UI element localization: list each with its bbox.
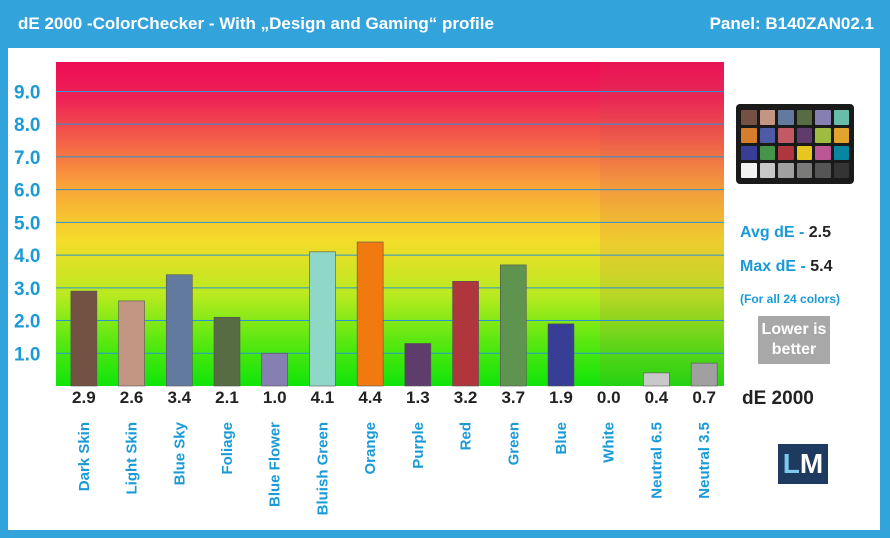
checker-swatch (796, 127, 812, 143)
value-label: 4.1 (311, 388, 335, 407)
y-tick-label: 1.0 (14, 344, 40, 365)
category-label: Red (458, 422, 475, 450)
value-label: 2.9 (72, 388, 96, 407)
category-label: Bluish Green (314, 422, 331, 515)
y-tick-label: 3.0 (14, 279, 40, 300)
category-label: Purple (410, 422, 427, 469)
avg-de: Avg dE - 2.5 (740, 224, 831, 241)
bar (547, 323, 575, 387)
checker-swatch (741, 127, 757, 143)
bar (118, 300, 145, 387)
colors-note: (For all 24 colors) (740, 292, 841, 306)
bar (356, 241, 384, 387)
category-label: Neutral 3.5 (696, 422, 713, 499)
bar (499, 264, 527, 387)
category-label: Blue (553, 422, 570, 455)
checker-swatch (778, 127, 794, 143)
bar (213, 316, 241, 387)
bar (643, 372, 670, 387)
value-label: 2.6 (120, 388, 144, 407)
value-label: 2.1 (215, 388, 239, 407)
max-de: Max dE - 5.4 (740, 258, 833, 275)
y-tick-label: 5.0 (14, 213, 40, 234)
y-tick-label: 6.0 (14, 181, 40, 202)
panel-label: Panel: B140ZAN02.1 (709, 14, 874, 33)
laptopmedia-logo: LM (778, 444, 828, 484)
bar (70, 290, 98, 387)
value-label: 1.0 (263, 388, 287, 407)
checker-swatch (759, 145, 775, 161)
value-label: 0.7 (692, 388, 716, 407)
value-label: 0.0 (597, 388, 621, 407)
checker-swatch (796, 163, 812, 178)
y-tick-label: 8.0 (14, 115, 40, 136)
y-tick-label: 2.0 (14, 312, 40, 333)
neutral-region (599, 62, 724, 386)
category-label: White (601, 422, 618, 463)
category-label: Light Skin (124, 422, 141, 495)
lower-is-better-badge: Lower is better (758, 316, 830, 364)
bar (165, 274, 193, 387)
checker-swatch (833, 110, 849, 125)
checker-swatch (759, 110, 775, 125)
value-label: 0.4 (645, 388, 669, 407)
info-panel: Avg dE - 2.5 Max dE - 5.4 (For all 24 co… (726, 62, 866, 522)
checker-swatch (759, 163, 775, 178)
checker-swatch (778, 145, 794, 161)
value-label: 3.2 (454, 388, 478, 407)
bar (261, 352, 289, 387)
checker-swatch (815, 110, 831, 125)
value-label: 3.4 (167, 388, 191, 407)
checker-swatch (833, 163, 849, 178)
checker-swatch (833, 145, 849, 161)
value-label: 4.4 (358, 388, 382, 407)
y-tick-label: 7.0 (14, 148, 40, 169)
bar (404, 343, 432, 387)
bar (452, 280, 479, 387)
value-label: 1.3 (406, 388, 430, 407)
checker-swatch (778, 163, 794, 178)
checker-swatch (778, 110, 794, 125)
category-label: Green (505, 422, 522, 465)
checker-swatch (796, 110, 812, 125)
checker-swatch (741, 145, 757, 161)
checker-swatch (741, 110, 757, 125)
unit-label: dE 2000 (742, 388, 814, 409)
checker-swatch (741, 163, 757, 178)
chart-title: dE 2000 -ColorChecker - With „Design and… (18, 14, 494, 33)
checker-swatch (815, 145, 831, 161)
checker-swatch (815, 163, 831, 178)
checker-swatch (833, 127, 849, 143)
max-de-value: 5.4 (810, 258, 833, 275)
checker-swatch (759, 127, 775, 143)
category-label: Orange (362, 422, 379, 475)
category-label: Blue Sky (171, 421, 188, 485)
y-tick-label: 4.0 (14, 246, 40, 267)
checker-swatch (815, 127, 831, 143)
bar (690, 362, 718, 387)
bar (309, 251, 336, 387)
category-label: Dark Skin (76, 422, 93, 491)
avg-de-value: 2.5 (808, 224, 831, 241)
category-label: Neutral 6.5 (648, 422, 665, 499)
checker-swatch (796, 145, 812, 161)
colorchecker-chart-icon (736, 104, 854, 184)
value-label: 3.7 (501, 388, 525, 407)
category-label: Foliage (219, 422, 236, 475)
y-tick-label: 9.0 (14, 82, 40, 103)
value-label: 1.9 (549, 388, 573, 407)
category-label: Blue Flower (267, 422, 284, 507)
